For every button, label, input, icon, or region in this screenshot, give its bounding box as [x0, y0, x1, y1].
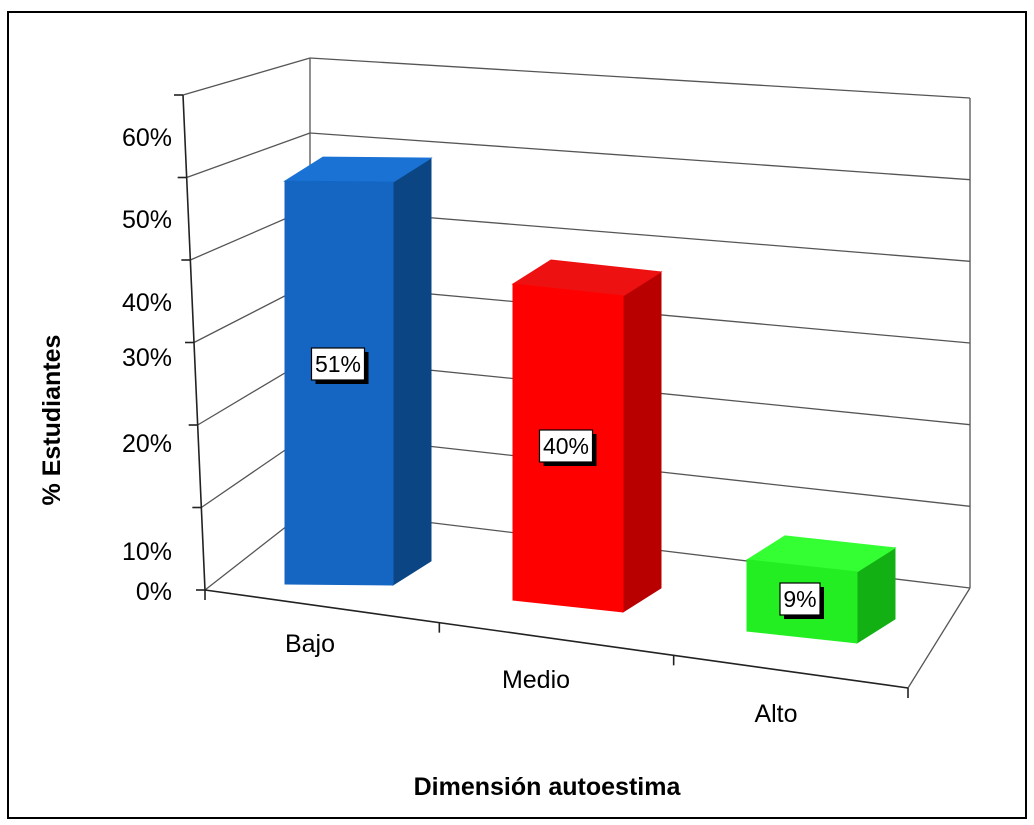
y-tick-label: 50%: [122, 206, 172, 234]
y-tick-label: 20%: [122, 430, 172, 458]
gridline-back: [309, 57, 971, 99]
y-tick-label: 0%: [136, 578, 172, 606]
data-label-box: [779, 582, 821, 616]
x-category-label: Bajo: [285, 630, 335, 658]
gridline-side: [182, 57, 311, 96]
data-label-medio: 40%: [538, 429, 597, 466]
gridline-back: [309, 132, 971, 181]
bar-side-face: [622, 271, 662, 613]
x-axis-title: Dimensión autoestima: [414, 773, 682, 801]
y-axis-title: % Estudiantes: [38, 335, 66, 506]
y-tick-label: 10%: [122, 538, 172, 566]
data-label-bajo: 51%: [310, 347, 369, 384]
data-label-text: 9%: [783, 586, 816, 612]
x-category-label: Medio: [502, 666, 570, 694]
data-label-text: 40%: [543, 433, 589, 459]
data-label-alto: 9%: [779, 582, 824, 619]
y-tick-label: 30%: [122, 344, 172, 372]
y-tick-label: 60%: [122, 124, 172, 152]
axis-layer: 0% 10% 20% 30% 40% 50% 60% Bajo Medio Alto: [122, 94, 909, 728]
label-layer: 51% 40% 9%: [310, 347, 824, 619]
data-label-text: 51%: [315, 351, 361, 377]
gridline-side: [186, 132, 311, 179]
floor-right-edge: [907, 587, 971, 689]
y-tick-label: 40%: [122, 289, 172, 317]
bar-side-face: [392, 157, 432, 586]
data-label-box: [538, 429, 594, 463]
x-axis-line: [204, 589, 909, 689]
data-label-box: [310, 347, 366, 381]
x-category-label: Alto: [754, 700, 797, 728]
